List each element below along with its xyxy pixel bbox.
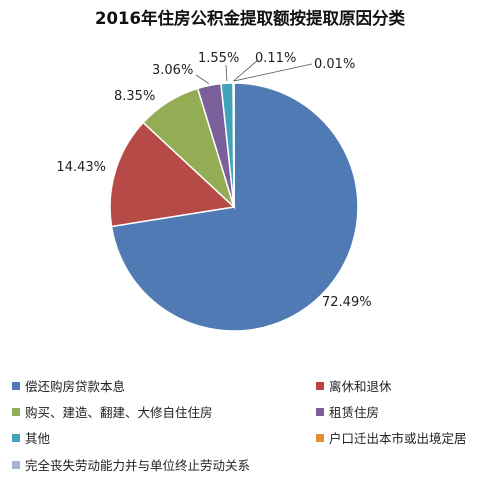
leader-line-4	[195, 74, 210, 84]
data-label-4: 3.06%	[152, 63, 193, 78]
legend-label: 离休和退休	[329, 379, 392, 394]
legend: 偿还购房贷款本息 离休和退休购买、建造、翻建、大修自住住房 租赁住房其他 户口迁出本市…	[0, 368, 501, 481]
legend-item-7: 完全丧失劳动能力并与单位终止劳动关系	[12, 455, 250, 474]
legend-swatch	[12, 460, 20, 469]
legend-swatch	[316, 381, 324, 390]
legend-item-1: 偿还购房贷款本息	[12, 376, 125, 395]
legend-label: 购买、建造、翻建、大修自住住房	[25, 405, 213, 420]
legend-label: 户口迁出本市或出境定居	[329, 431, 467, 446]
leader-line-5	[225, 64, 228, 82]
pie-chart: 2016年住房公积金提取额按提取原因分类 72.49% 14.43% 8.35% 3.…	[56, 8, 405, 332]
legend-swatch	[12, 407, 20, 416]
legend-item-2: 离休和退休	[316, 376, 392, 395]
legend-swatch	[12, 433, 20, 442]
data-label-2: 14.43%	[56, 160, 106, 175]
leader-line-7	[233, 63, 313, 82]
legend-label: 偿还购房贷款本息	[25, 379, 126, 394]
leader-line-6	[233, 59, 259, 82]
pie-slices	[109, 82, 359, 332]
leader-lines	[195, 59, 313, 84]
legend-item-6: 户口迁出本市或出境定居	[316, 428, 467, 447]
legend-swatch	[12, 381, 20, 390]
data-label-6: 0.11%	[255, 51, 296, 66]
data-label-5: 1.55%	[198, 51, 239, 66]
legend-label: 租赁住房	[329, 405, 380, 420]
data-label-7: 0.01%	[314, 57, 355, 72]
data-labels: 72.49% 14.43% 8.35% 3.06% 1.55% 0.11% 0.01%	[56, 51, 371, 310]
legend-swatch	[316, 433, 324, 442]
legend-item-4: 租赁住房	[316, 402, 379, 421]
legend-label: 其他	[25, 431, 51, 446]
legend-item-5: 其他	[12, 428, 50, 447]
data-label-1: 72.49%	[322, 295, 372, 310]
legend-label: 完全丧失劳动能力并与单位终止劳动关系	[25, 458, 251, 473]
legend-item-3: 购买、建造、翻建、大修自住住房	[12, 402, 213, 421]
chart-title: 2016年住房公积金提取额按提取原因分类	[95, 8, 405, 28]
data-label-3: 8.35%	[114, 89, 155, 104]
pie-slice-2	[109, 121, 236, 228]
legend-swatch	[316, 407, 324, 416]
